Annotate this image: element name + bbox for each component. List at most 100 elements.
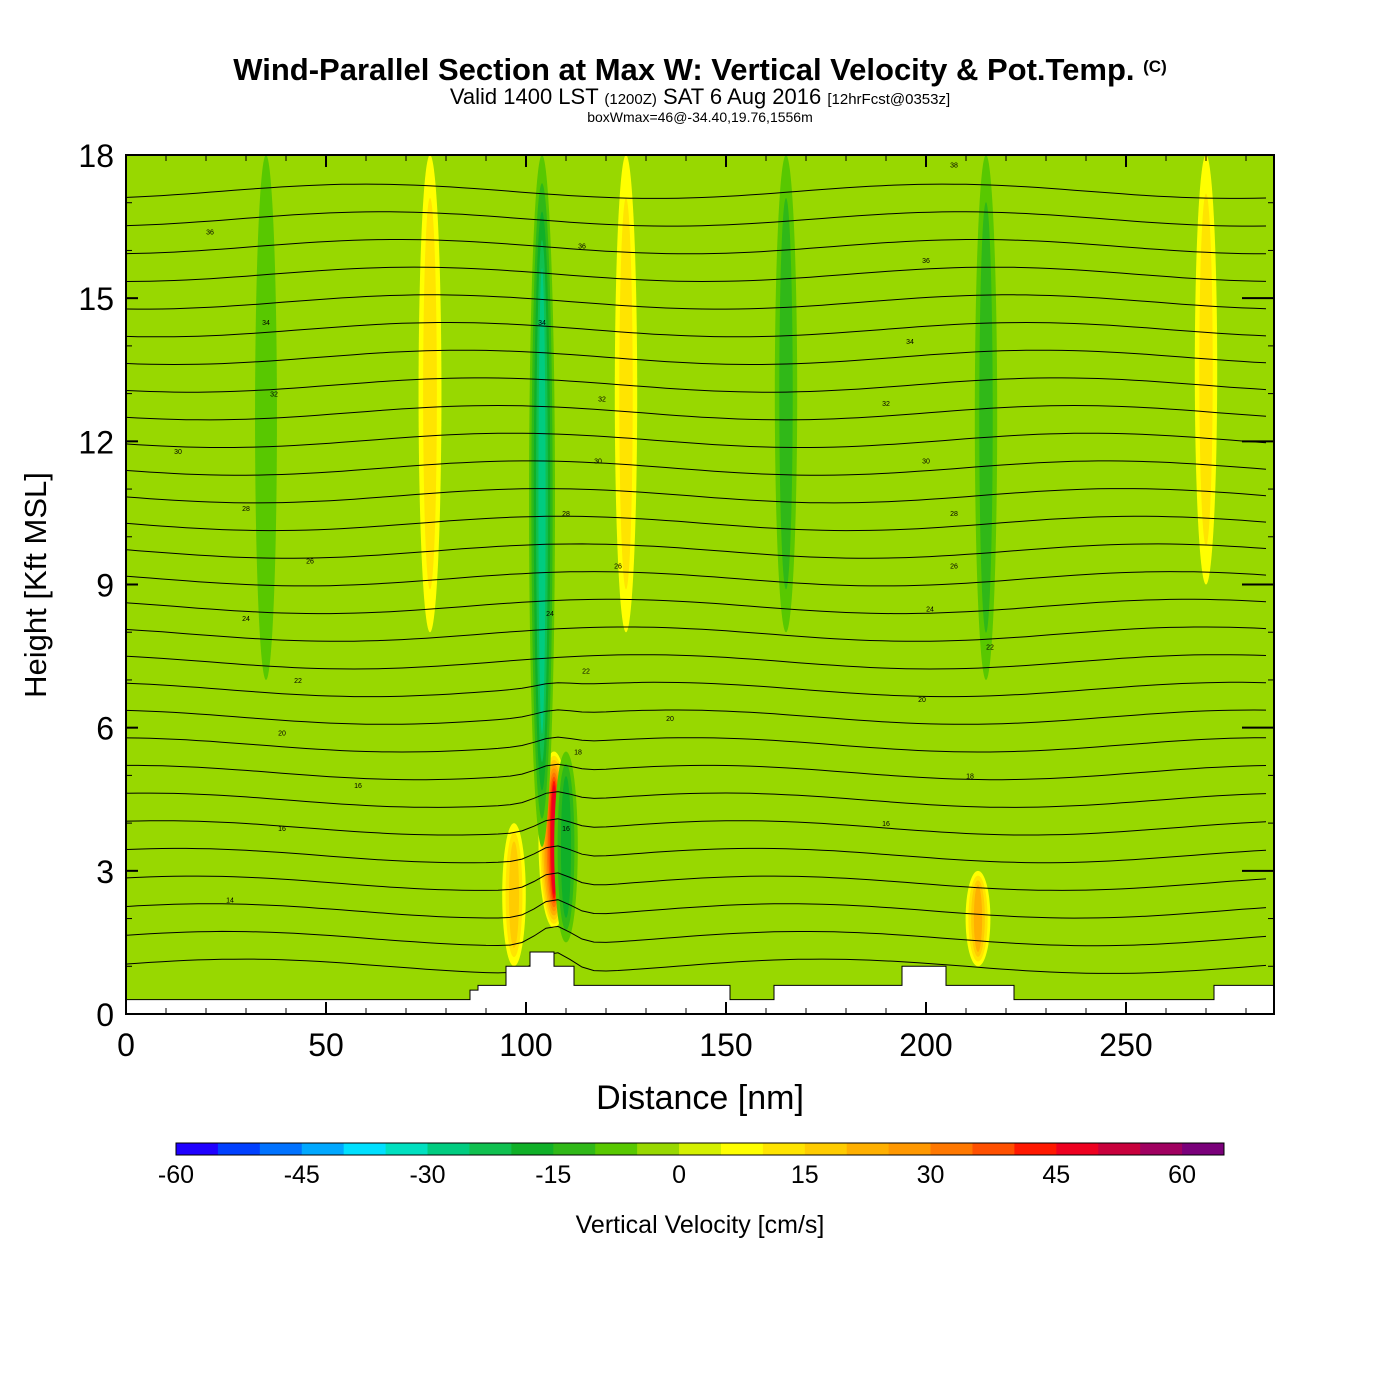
w-contour-band xyxy=(973,885,983,952)
theta-contour xyxy=(126,349,1267,366)
theta-label: 22 xyxy=(294,678,302,685)
theta-label: 32 xyxy=(882,401,890,408)
w-feature xyxy=(418,155,442,633)
potential-temperature-contours xyxy=(126,183,1267,974)
theta-label: 16 xyxy=(882,821,890,828)
theta-label: 32 xyxy=(270,392,278,399)
colorbar-swatch xyxy=(595,1143,638,1155)
theta-contour xyxy=(126,845,1267,864)
subtitle-date: SAT 6 Aug 2016 xyxy=(663,84,822,109)
theta-label: 26 xyxy=(306,559,314,566)
y-tick-label: 3 xyxy=(96,854,114,890)
colorbar-swatch xyxy=(259,1143,303,1155)
colorbar-swatch xyxy=(301,1143,345,1155)
theta-contour xyxy=(126,266,1267,283)
colorbar-tick-label: 45 xyxy=(1042,1161,1070,1189)
theta-label: 36 xyxy=(206,229,214,236)
theta-label: 34 xyxy=(538,320,546,327)
plot-background xyxy=(126,155,1274,1014)
y-axis-label: Height [Kft MSL] xyxy=(18,472,53,698)
theta-contour xyxy=(126,432,1267,448)
theta-contour xyxy=(126,791,1267,808)
chart-title-text: Wind-Parallel Section at Max W: Vertical… xyxy=(233,52,1135,87)
colorbar-swatch xyxy=(469,1143,512,1155)
theta-contour xyxy=(126,818,1267,836)
theta-label: 32 xyxy=(598,396,606,403)
copyright-mark: (C) xyxy=(1143,57,1167,76)
theta-label: 20 xyxy=(666,716,674,723)
w-feature xyxy=(974,155,998,680)
w-contour-band xyxy=(255,155,277,680)
theta-contour xyxy=(126,515,1267,532)
theta-contour xyxy=(126,736,1267,753)
x-tick-label: 250 xyxy=(1099,1027,1152,1063)
theta-label: 20 xyxy=(918,697,926,704)
theta-contour xyxy=(126,925,1267,947)
theta-label: 14 xyxy=(226,897,234,904)
w-feature xyxy=(774,155,798,633)
theta-contour xyxy=(126,377,1267,393)
w-feature xyxy=(502,823,526,967)
colorbar-tick-label: 60 xyxy=(1168,1161,1196,1189)
y-tick-label: 9 xyxy=(96,568,114,604)
theta-contour xyxy=(126,321,1267,338)
colorbar-swatch xyxy=(972,1143,1015,1155)
theta-label: 18 xyxy=(966,773,974,780)
x-tick-label: 200 xyxy=(899,1027,952,1063)
colorbar-swatch xyxy=(1014,1143,1057,1155)
y-tick-label: 6 xyxy=(96,711,114,747)
w-contour-band xyxy=(423,197,437,590)
colorbar-swatch xyxy=(804,1143,848,1155)
subtitle-valid-time: Valid 1400 LST xyxy=(449,84,599,109)
theta-label: 28 xyxy=(242,506,250,513)
colorbar-swatch xyxy=(176,1143,219,1155)
colorbar-tick-label: -15 xyxy=(535,1161,571,1189)
theta-label: 24 xyxy=(926,606,934,613)
theta-contour xyxy=(126,681,1267,698)
theta-contour xyxy=(126,488,1267,504)
w-contour-band xyxy=(779,197,793,590)
x-tick-label: 150 xyxy=(699,1027,752,1063)
colorbar-swatch xyxy=(846,1143,890,1155)
colorbar-tick-label: -30 xyxy=(409,1161,445,1189)
colorbar-tick-label: -60 xyxy=(158,1161,194,1189)
subtitle-zulu-time: (1200Z) xyxy=(604,91,657,108)
colorbar-swatch xyxy=(1056,1143,1099,1155)
theta-contour-labels: 14 16 16 16 16 18 18 20 20 20 22 22 22 24 24 24 26 26 26 28… xyxy=(174,163,994,905)
terrain-mask xyxy=(126,951,1274,1014)
theta-label: 24 xyxy=(546,611,554,618)
plot-area xyxy=(126,155,1274,1014)
w-feature xyxy=(255,155,277,680)
theta-label: 16 xyxy=(562,826,570,833)
theta-contour xyxy=(126,543,1267,559)
theta-label: 24 xyxy=(242,616,250,623)
chart-box-wmax: boxWmax=46@-34.40,19.76,1556m xyxy=(587,109,813,125)
y-tick-label: 0 xyxy=(96,997,114,1033)
theta-label: 20 xyxy=(278,730,286,737)
theta-contour xyxy=(126,211,1267,227)
theta-label: 16 xyxy=(278,826,286,833)
theta-contour xyxy=(126,654,1267,670)
w-contour-band xyxy=(560,776,572,918)
subtitle-forecast-info: [12hrFcst@0353z] xyxy=(827,91,951,108)
theta-label: 36 xyxy=(578,244,586,251)
y-tick-label: 12 xyxy=(78,424,114,460)
chart-title: Wind-Parallel Section at Max W: Vertical… xyxy=(0,52,1400,88)
theta-label: 28 xyxy=(562,511,570,518)
theta-label: 18 xyxy=(574,750,582,757)
theta-contour xyxy=(126,460,1267,476)
theta-contour xyxy=(126,626,1267,642)
theta-label: 36 xyxy=(922,258,930,265)
colorbar-swatch xyxy=(511,1143,554,1155)
y-tick-label: 18 xyxy=(78,138,114,174)
theta-contour xyxy=(126,294,1267,310)
w-contour-band xyxy=(538,268,546,734)
w-feature xyxy=(965,870,991,967)
theta-contour xyxy=(126,952,1267,974)
x-axis-label: Distance [nm] xyxy=(596,1079,804,1117)
theta-label: 26 xyxy=(950,563,958,570)
theta-contour xyxy=(126,183,1267,199)
colorbar-swatch xyxy=(720,1143,764,1155)
